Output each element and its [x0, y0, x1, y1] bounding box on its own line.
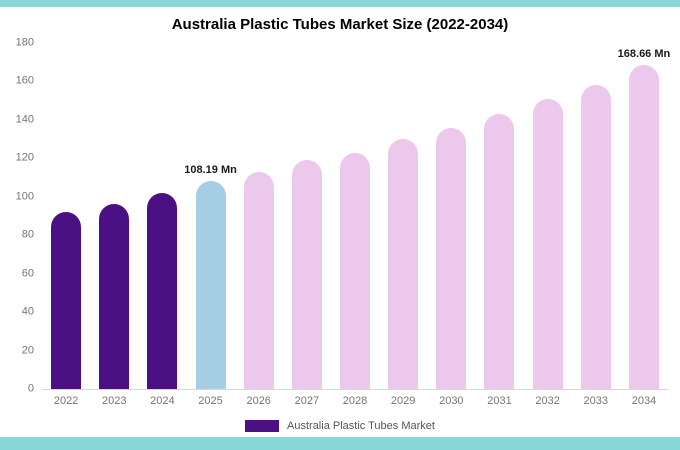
- y-tick-100: 100: [15, 190, 34, 203]
- y-tick-120: 120: [15, 151, 34, 164]
- y-tick-80: 80: [21, 228, 34, 241]
- chart-title: Australia Plastic Tubes Market Size (202…: [171, 16, 509, 33]
- legend-swatch: [245, 420, 280, 432]
- y-tick-140: 140: [15, 113, 34, 126]
- bar-cell-2032: [524, 43, 572, 389]
- bar-2022[interactable]: [51, 212, 82, 389]
- x-axis: 2022 2023 2024 2025 2026 2027 2028 2029 2030 2031…: [42, 395, 668, 407]
- x-tick-2022: 2022: [53, 395, 79, 407]
- bar-cell-2026: [235, 43, 283, 389]
- bar-2032[interactable]: [532, 98, 563, 389]
- x-tick-2033: 2033: [583, 395, 609, 407]
- x-tick-2025: 2025: [198, 395, 223, 407]
- x-tick-2026: 2026: [246, 395, 271, 407]
- bar-cell-2028: [331, 43, 379, 389]
- x-tick-2028: 2028: [342, 395, 368, 407]
- x-tick-2030: 2030: [439, 395, 464, 407]
- y-tick-40: 40: [21, 305, 34, 318]
- bar-cell-2025: 108.19 Mn: [184, 43, 237, 389]
- bar-2023[interactable]: [99, 204, 130, 389]
- bar-2029[interactable]: [388, 139, 419, 389]
- x-tick-2027: 2027: [294, 395, 320, 407]
- bar-2027[interactable]: [291, 160, 322, 389]
- y-tick-60: 60: [21, 267, 34, 280]
- bar-cell-2031: [475, 43, 523, 389]
- x-tick-2031: 2031: [487, 395, 512, 407]
- plot-area: 108.19 Mn 168.66 Mn 0 20 40 60 80 100 120 140 160…: [16, 37, 671, 394]
- x-tick-2034: 2034: [631, 395, 657, 407]
- y-tick-180: 180: [15, 36, 34, 49]
- chart-card: Australia Plastic Tubes Market Size (202…: [0, 7, 680, 437]
- y-tick-20: 20: [21, 344, 34, 357]
- bar-2033[interactable]: [580, 85, 611, 389]
- data-label-2034: 168.66 Mn: [617, 47, 671, 60]
- x-tick-2032: 2032: [535, 395, 560, 407]
- x-tick-2024: 2024: [150, 395, 175, 407]
- bar-cell-2029: [379, 43, 427, 389]
- bar-cell-2033: [572, 43, 620, 389]
- bar-2034[interactable]: [628, 64, 659, 389]
- legend-item[interactable]: Australia Plastic Tubes Market: [0, 420, 680, 432]
- bar-2030[interactable]: [436, 127, 467, 389]
- bar-cell-2023: [90, 43, 138, 389]
- bar-2031[interactable]: [484, 114, 515, 389]
- x-tick-2029: 2029: [390, 395, 416, 407]
- legend-label: Australia Plastic Tubes Market: [287, 420, 435, 432]
- bar-cell-2022: [42, 43, 90, 389]
- bar-2028[interactable]: [340, 152, 371, 389]
- bar-cell-2024: [138, 43, 186, 389]
- bar-2026[interactable]: [243, 171, 274, 389]
- bar-cell-2034: 168.66 Mn: [617, 43, 671, 389]
- data-label-2025: 108.19 Mn: [184, 164, 237, 177]
- y-tick-0: 0: [27, 382, 34, 395]
- bar-2024[interactable]: [147, 192, 178, 389]
- bars: 108.19 Mn 168.66 Mn: [42, 43, 671, 389]
- bar-cell-2030: [427, 43, 475, 389]
- bar-2025[interactable]: [195, 181, 226, 389]
- x-tick-2023: 2023: [101, 395, 127, 407]
- bar-cell-2027: [283, 43, 331, 389]
- y-tick-160: 160: [15, 74, 34, 87]
